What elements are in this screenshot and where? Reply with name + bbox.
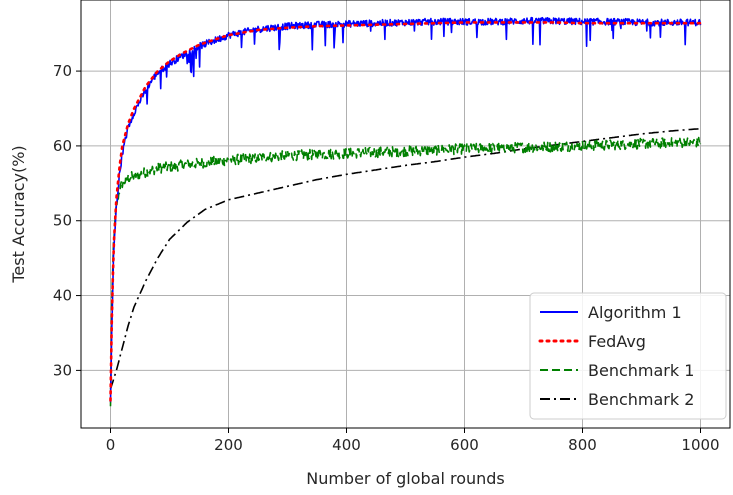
x-tick-label: 600: [450, 436, 479, 454]
y-tick-label: 70: [53, 62, 72, 80]
legend-box: [529, 292, 727, 420]
legend-label: Benchmark 1: [588, 361, 694, 380]
x-tick-label: 1000: [681, 436, 719, 454]
legend: Algorithm 1 FedAvg Benchmark 1 Benchmark 2: [529, 292, 727, 420]
y-tick-label: 60: [53, 137, 72, 155]
x-axis-label: Number of global rounds: [306, 469, 505, 488]
series-layer: [109, 16, 702, 407]
legend-label: Algorithm 1: [588, 303, 682, 322]
y-tick-label: 40: [53, 287, 72, 305]
x-tick-label: 200: [214, 436, 243, 454]
series-line-benchmark-1: [109, 136, 702, 407]
x-tick-label: 0: [106, 436, 116, 454]
series-line-benchmark-2: [109, 127, 701, 390]
y-tick-label: 50: [53, 212, 72, 230]
plot-frame: [80, 0, 731, 429]
axis-ticks: 0 200 400 600 800 1000 30 40 50 60 70: [53, 62, 720, 454]
legend-label: Benchmark 2: [588, 390, 694, 409]
legend-label: FedAvg: [588, 332, 646, 351]
x-tick-label: 800: [568, 436, 597, 454]
x-tick-label: 400: [332, 436, 361, 454]
y-tick-label: 30: [53, 361, 72, 379]
series-line-fedavg: [109, 21, 702, 402]
y-axis-label: Test Accuracy(%): [9, 145, 28, 283]
